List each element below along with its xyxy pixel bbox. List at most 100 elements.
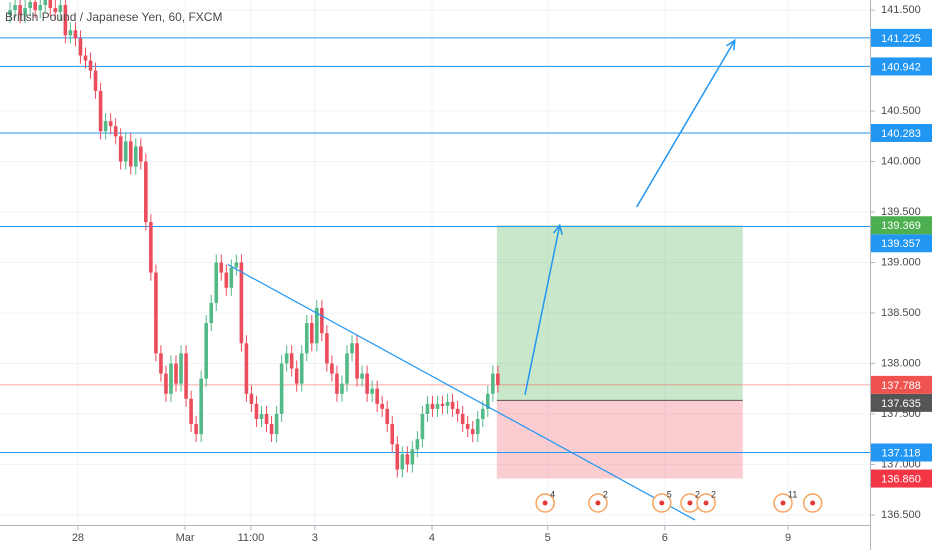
event-dot bbox=[810, 500, 816, 506]
candle-body bbox=[58, 5, 63, 13]
candle-body bbox=[219, 262, 224, 273]
candle-body bbox=[480, 408, 485, 419]
x-tick-label: Mar bbox=[176, 532, 195, 544]
candle-body bbox=[460, 413, 465, 425]
candle-body bbox=[299, 353, 304, 384]
candle-body bbox=[174, 363, 178, 384]
candle-body bbox=[325, 333, 329, 364]
candle-body bbox=[410, 449, 415, 465]
candle-body bbox=[365, 373, 369, 394]
candle-body bbox=[475, 418, 480, 435]
candle-body bbox=[470, 429, 475, 435]
candle-body bbox=[254, 403, 259, 419]
event-dot bbox=[542, 500, 548, 506]
candle-body bbox=[244, 343, 249, 394]
candle-body bbox=[450, 401, 455, 409]
time-axis bbox=[0, 525, 870, 550]
candle-body bbox=[355, 343, 359, 379]
event-count: 2 bbox=[603, 489, 608, 499]
grid bbox=[0, 0, 870, 525]
event-count: 2 bbox=[711, 489, 716, 499]
profit-zone bbox=[496, 225, 743, 401]
candle-body bbox=[98, 90, 103, 132]
candle-body bbox=[309, 323, 314, 344]
candle-body bbox=[375, 388, 379, 404]
arrow bbox=[636, 38, 736, 208]
candle-body bbox=[154, 272, 158, 354]
y-tick-label: 136.500 bbox=[881, 509, 921, 521]
candle-body bbox=[491, 373, 495, 394]
price-label: 139.369 bbox=[881, 220, 921, 232]
price-label: 141.225 bbox=[881, 33, 921, 45]
candle-body bbox=[420, 413, 425, 440]
candle-body bbox=[224, 272, 229, 288]
price-label-bg bbox=[871, 234, 932, 253]
price-label: 140.283 bbox=[881, 128, 921, 140]
x-tick-label: 3 bbox=[312, 532, 318, 544]
candle-body bbox=[380, 403, 384, 409]
candle-body bbox=[18, 5, 22, 16]
candle-body bbox=[199, 378, 203, 435]
loss-zone bbox=[496, 400, 743, 479]
candle-body bbox=[279, 363, 284, 414]
price-label: 139.357 bbox=[881, 238, 921, 250]
price-label-bg bbox=[871, 28, 932, 47]
y-tick-label: 138.000 bbox=[881, 357, 921, 369]
event-dot bbox=[659, 500, 665, 506]
candle-body bbox=[445, 401, 450, 406]
candle-body bbox=[78, 38, 83, 56]
candle-body bbox=[259, 413, 264, 419]
candle-body bbox=[159, 353, 163, 374]
candle-body bbox=[194, 424, 198, 435]
candle-body bbox=[113, 126, 118, 137]
candle-body bbox=[139, 146, 143, 162]
candle-body bbox=[179, 353, 183, 384]
y-tick-label: 140.500 bbox=[881, 105, 921, 117]
x-tick-label: 4 bbox=[429, 532, 435, 544]
candle-body bbox=[189, 398, 193, 425]
candle-body bbox=[269, 424, 274, 435]
candle-body bbox=[430, 403, 435, 409]
price-label-bg bbox=[871, 469, 932, 488]
price-label-bg bbox=[871, 123, 932, 142]
arrow bbox=[524, 223, 563, 395]
candle-body bbox=[440, 403, 445, 406]
event-count: 4 bbox=[550, 489, 555, 499]
candle-body bbox=[425, 403, 430, 414]
x-tick-label: 9 bbox=[785, 532, 791, 544]
candle-body bbox=[284, 353, 289, 364]
event-dot bbox=[687, 500, 693, 506]
candle-body bbox=[28, 2, 32, 9]
x-tick-label: 11:00 bbox=[238, 532, 265, 544]
candle-body bbox=[229, 267, 234, 288]
candle-body bbox=[315, 307, 319, 344]
price-label-bg bbox=[871, 443, 932, 462]
candle-body bbox=[23, 8, 27, 16]
price-label: 137.118 bbox=[882, 447, 921, 459]
candle-body bbox=[465, 424, 470, 430]
plot: 4 2 5 2 2 11 bbox=[0, 0, 870, 521]
trend-line bbox=[227, 263, 696, 521]
event-dot bbox=[703, 500, 709, 506]
y-tick-label: 138.500 bbox=[881, 307, 921, 319]
candle-body bbox=[340, 383, 344, 394]
candle-body bbox=[204, 323, 208, 379]
candle-body bbox=[8, 10, 12, 16]
candle-body bbox=[405, 454, 410, 465]
candle-body bbox=[395, 444, 400, 470]
candle-body bbox=[385, 408, 390, 425]
candle-body bbox=[63, 5, 68, 36]
candle-body bbox=[249, 393, 254, 404]
candle-body bbox=[133, 146, 138, 167]
x-tick-label: 28 bbox=[72, 532, 84, 544]
candle-body bbox=[73, 30, 78, 39]
candle-body bbox=[214, 262, 219, 303]
candle-body bbox=[350, 343, 354, 354]
price-label: 137.635 bbox=[881, 398, 921, 410]
candle-body bbox=[486, 393, 490, 409]
candle-body bbox=[234, 262, 239, 268]
candle-body bbox=[33, 2, 38, 11]
price-label: 136.860 bbox=[881, 473, 921, 485]
y-tick-label: 140.000 bbox=[881, 155, 921, 167]
